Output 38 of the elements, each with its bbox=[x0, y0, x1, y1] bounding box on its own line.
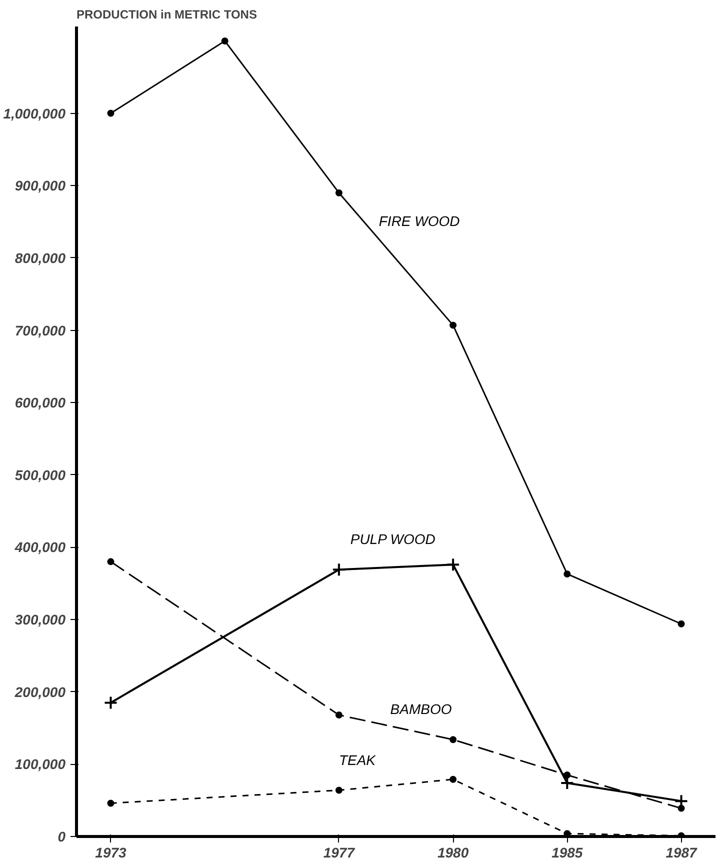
y-tick-label: 100,000 bbox=[14, 756, 66, 772]
point bbox=[107, 110, 114, 117]
point bbox=[564, 570, 571, 578]
point bbox=[221, 37, 228, 44]
y-tick-label: 700,000 bbox=[14, 322, 66, 338]
x-tick-label: 1973 bbox=[95, 844, 127, 860]
y-tick-label: 600,000 bbox=[14, 394, 66, 411]
series-label: TEAK bbox=[338, 752, 376, 768]
y-tick-label: 900,000 bbox=[14, 178, 66, 194]
y-tick-label: 800,000 bbox=[14, 250, 66, 266]
point bbox=[450, 736, 457, 744]
series-label: PULP WOOD bbox=[350, 531, 436, 548]
point bbox=[107, 800, 114, 807]
y-tick-label: 300,000 bbox=[14, 612, 66, 628]
y-axis-title: PRODUCTION in METRIC TONS bbox=[76, 8, 257, 22]
series-label: BAMBOO bbox=[390, 701, 452, 718]
point bbox=[335, 712, 342, 718]
point bbox=[335, 189, 342, 196]
point bbox=[678, 620, 685, 628]
x-tick-label: 1977 bbox=[323, 844, 356, 860]
point bbox=[104, 696, 118, 710]
x-tick-label: 1980 bbox=[437, 844, 469, 860]
y-tick-label: 1,000,000 bbox=[3, 105, 66, 122]
y-tick-label: 0 bbox=[58, 828, 66, 844]
point bbox=[446, 558, 460, 572]
x-tick-label: 1987 bbox=[666, 844, 698, 860]
x-tick-label: 1985 bbox=[552, 844, 583, 860]
y-tick-label: 200,000 bbox=[14, 684, 66, 700]
y-tick-label: 500,000 bbox=[14, 466, 66, 483]
point bbox=[678, 804, 685, 812]
point bbox=[107, 558, 114, 566]
y-tick-label: 400,000 bbox=[14, 539, 66, 556]
point bbox=[564, 772, 571, 779]
series-label: FIRE WOOD bbox=[378, 213, 460, 229]
point bbox=[450, 322, 457, 329]
point bbox=[332, 562, 346, 577]
point bbox=[335, 786, 342, 794]
point bbox=[450, 776, 457, 783]
